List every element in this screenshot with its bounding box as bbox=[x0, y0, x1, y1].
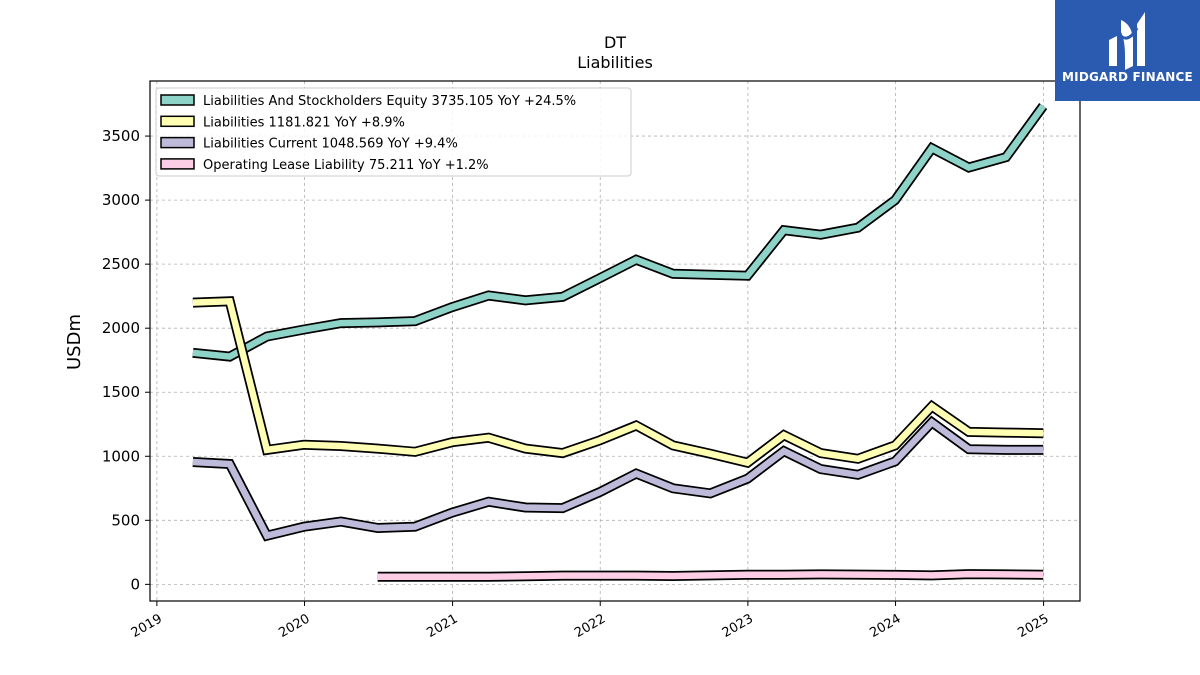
legend-swatch bbox=[160, 115, 195, 128]
brand-name: MIDGARD FINANCE bbox=[1062, 70, 1193, 84]
x-tick-label: 2025 bbox=[1015, 611, 1051, 641]
y-tick-label: 500 bbox=[111, 511, 140, 529]
series-line-liabilities bbox=[192, 297, 1044, 467]
series-line-liabilities-current bbox=[192, 417, 1044, 540]
x-tick-label: 2023 bbox=[720, 611, 756, 641]
y-tick-label: 1000 bbox=[102, 447, 140, 465]
y-tick-label: 3000 bbox=[102, 191, 140, 209]
x-tick-label: 2019 bbox=[129, 611, 165, 641]
legend: Liabilities And Stockholders Equity 3735… bbox=[155, 87, 632, 177]
chart-title: DT bbox=[604, 33, 626, 52]
legend-label: Liabilities Current 1048.569 YoY +9.4% bbox=[203, 137, 458, 152]
series-lines bbox=[192, 103, 1048, 582]
y-tick-label: 1500 bbox=[102, 383, 140, 401]
y-tick-label: 3500 bbox=[102, 127, 140, 145]
brand-logo: MIDGARD FINANCE bbox=[1055, 0, 1200, 101]
stylized-m-icon bbox=[1109, 12, 1145, 70]
y-tick-label: 2000 bbox=[102, 319, 140, 337]
y-tick-label: 2500 bbox=[102, 255, 140, 273]
x-tick-label: 2020 bbox=[276, 611, 312, 641]
y-axis-label: USDm bbox=[64, 314, 85, 370]
legend-box bbox=[155, 87, 632, 177]
y-tick-label: 0 bbox=[130, 575, 140, 593]
legend-label: Liabilities And Stockholders Equity 3735… bbox=[203, 94, 576, 109]
legend-label: Operating Lease Liability 75.211 YoY +1.… bbox=[203, 158, 489, 173]
x-tick-label: 2021 bbox=[424, 611, 460, 641]
x-tick-label: 2024 bbox=[867, 611, 903, 641]
plot-frame bbox=[149, 80, 1081, 602]
chart-subtitle: Liabilities bbox=[577, 53, 653, 72]
series-line-liabilities-and-stockholders-equity bbox=[192, 104, 1046, 360]
x-tick-label: 2022 bbox=[572, 611, 608, 641]
axis-ticks: 0 500 1000 1500 2000 2500 3000 3500 2019 2020 2021… bbox=[102, 127, 1052, 641]
legend-swatch bbox=[160, 136, 195, 149]
series-line-operating-lease-liability bbox=[377, 570, 1044, 580]
legend-swatch bbox=[160, 158, 195, 170]
legend-swatch bbox=[160, 94, 195, 106]
legend-label: Liabilities 1181.821 YoY +8.9% bbox=[203, 115, 405, 130]
